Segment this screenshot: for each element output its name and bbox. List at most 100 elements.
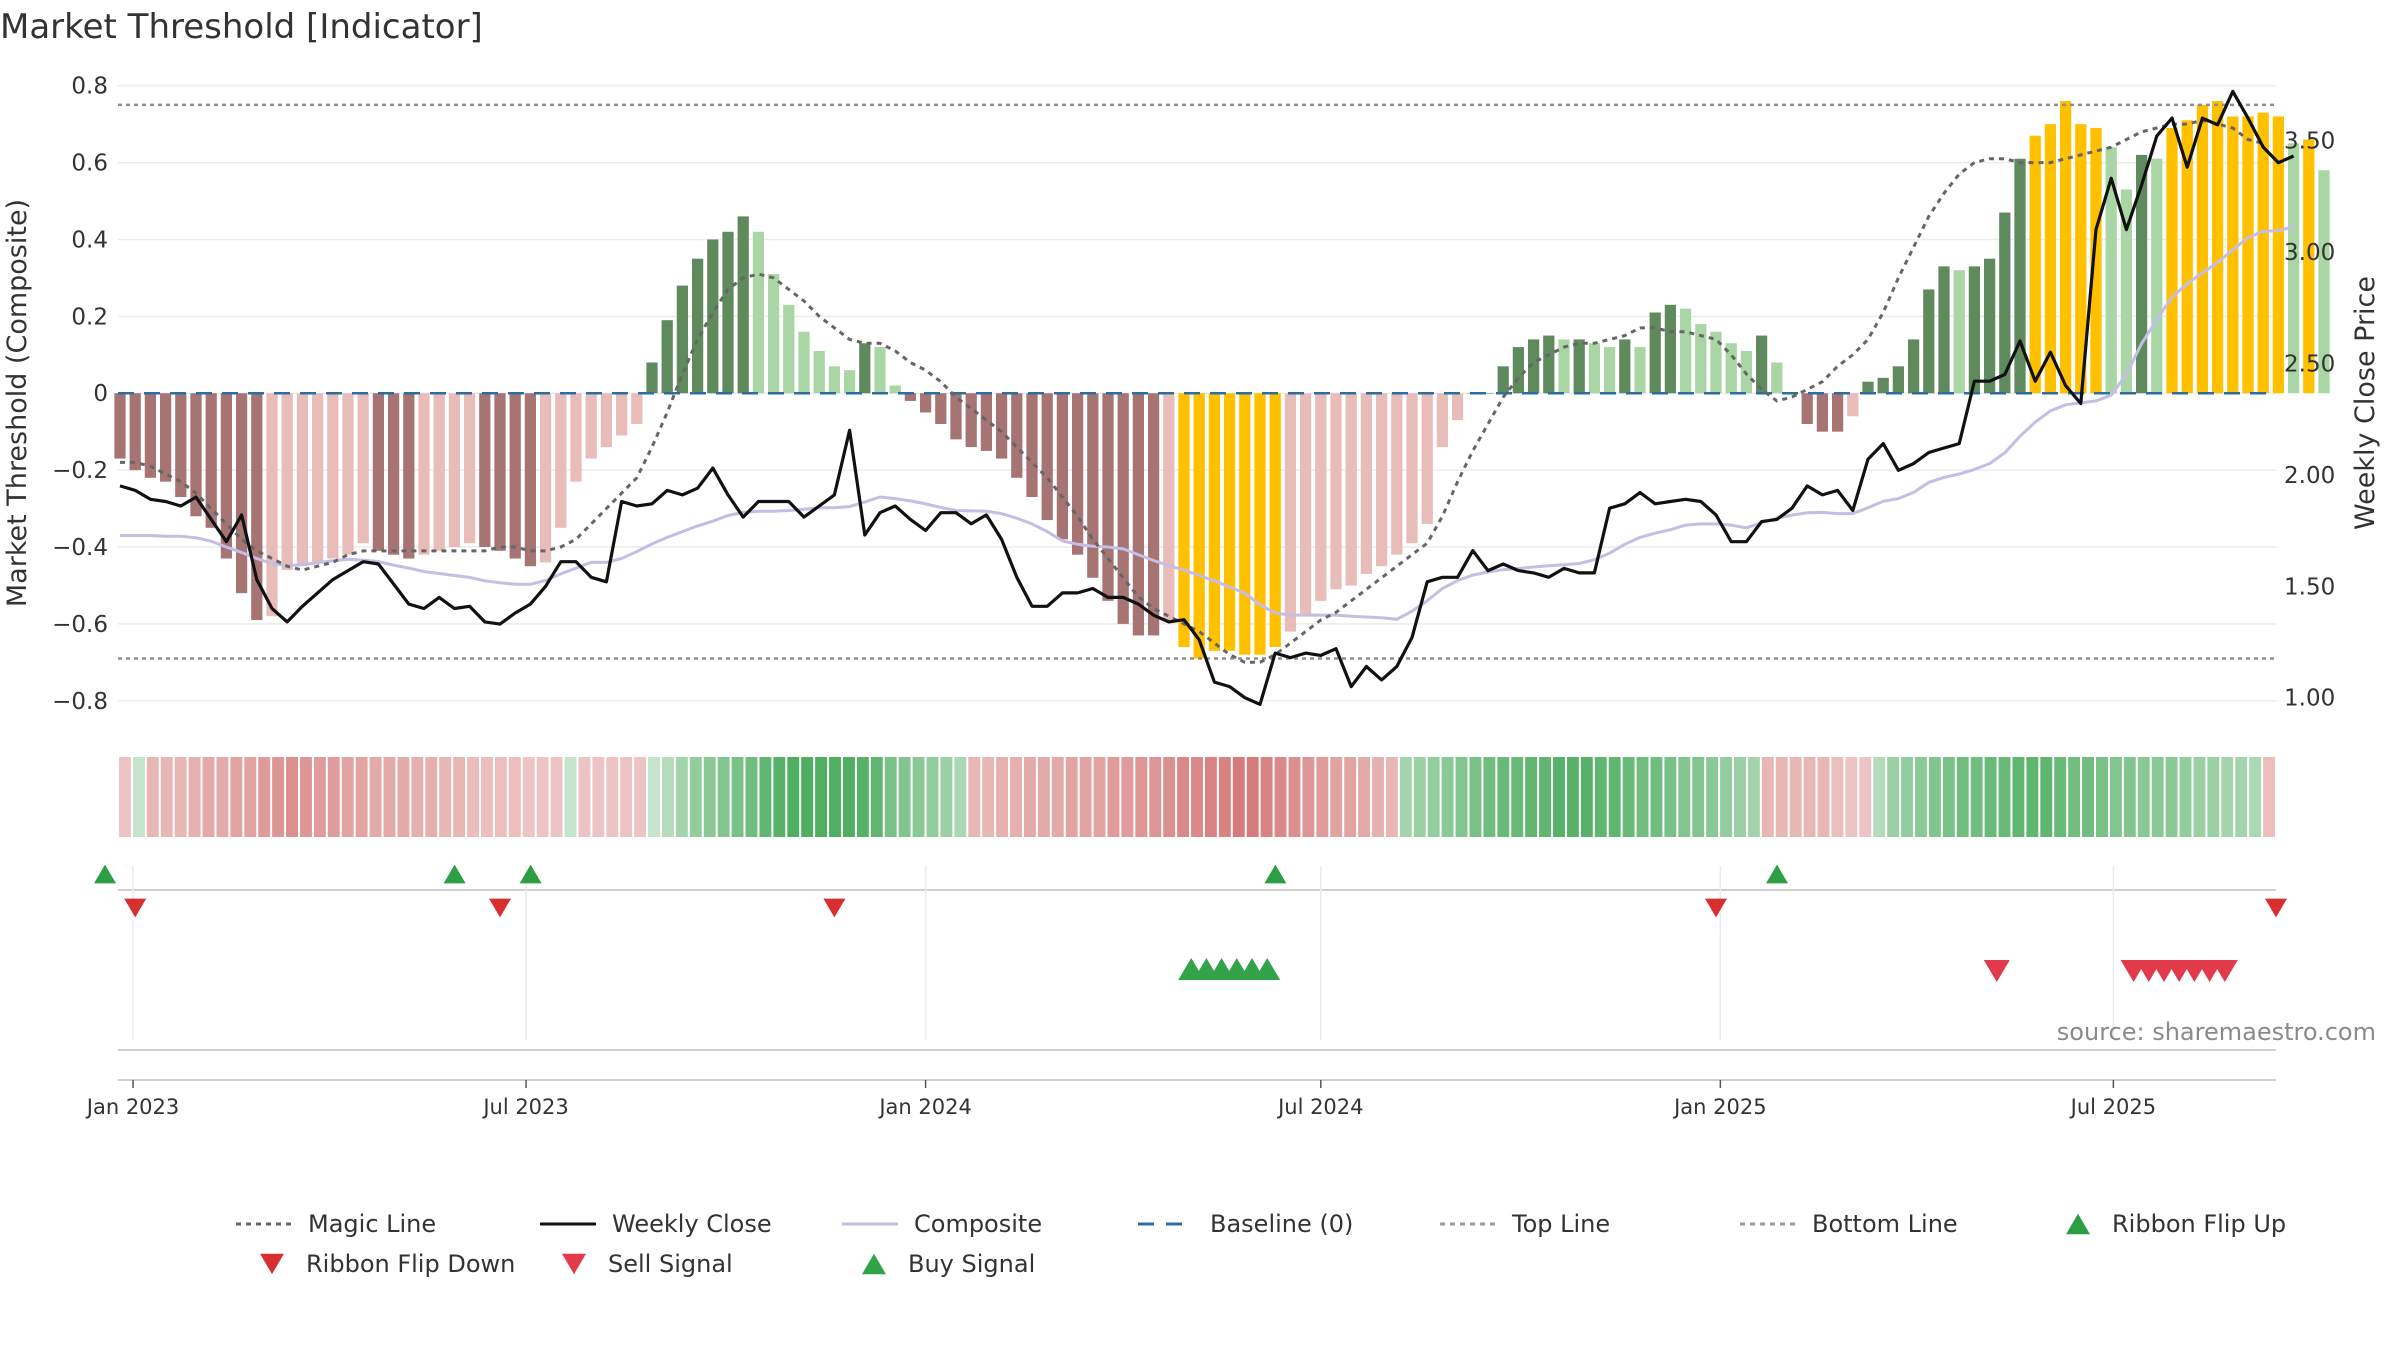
- ribbon-cell: [1664, 757, 1677, 837]
- ribbon-cell: [1302, 757, 1315, 837]
- left-tick-label: 0.8: [71, 74, 108, 100]
- ribbon-cell: [1803, 757, 1816, 837]
- ribbon-flip-down-marker: [124, 898, 147, 918]
- histogram-bar: [1573, 339, 1585, 394]
- left-tick-label: −0.2: [52, 458, 108, 484]
- histogram-bar: [874, 347, 886, 394]
- ribbon-cell: [940, 757, 953, 837]
- ribbon-cell: [1121, 757, 1134, 837]
- ribbon-cell: [675, 757, 688, 837]
- histogram-bar: [281, 393, 293, 571]
- histogram-bar: [144, 393, 157, 478]
- ribbon-cell: [2123, 757, 2136, 837]
- histogram-bar: [1269, 393, 1281, 647]
- ribbon-cell: [1065, 757, 1078, 837]
- right-axis-label: Weekly Close Price: [2350, 276, 2381, 530]
- histogram-bar: [1831, 393, 1844, 432]
- ribbon-cell: [787, 757, 800, 837]
- legend-label: Composite: [914, 1210, 1042, 1238]
- ribbon-cell: [1455, 757, 1468, 837]
- ribbon-cell: [689, 757, 702, 837]
- ribbon-flip-down-marker: [489, 898, 511, 918]
- ribbon-cell: [1204, 757, 1217, 837]
- histogram-bar: [2242, 116, 2254, 394]
- right-tick-label: 3.50: [2284, 128, 2335, 154]
- ribbon-flip-down-marker: [1705, 898, 1727, 918]
- histogram-bar: [2287, 143, 2300, 394]
- ribbon-cell: [174, 757, 187, 837]
- ribbon-cell: [1037, 757, 1050, 837]
- ribbon-flip-up-marker: [519, 864, 542, 884]
- histogram-bar: [2227, 116, 2239, 394]
- ribbon-cell: [2012, 757, 2025, 837]
- histogram-bar: [1436, 393, 1449, 448]
- x-tick-label: Jul 2025: [2069, 1095, 2156, 1119]
- histogram-bar: [403, 393, 415, 559]
- ribbon-cell: [1079, 757, 1092, 837]
- ribbon-cell: [1525, 757, 1538, 837]
- ribbon-cell: [1232, 757, 1245, 837]
- ribbon-cell: [1163, 757, 1176, 837]
- ribbon-cell: [1553, 757, 1565, 837]
- legend-swatch-triangle-down: [562, 1253, 586, 1275]
- histogram-bar: [767, 274, 780, 394]
- ribbon-cell: [2221, 757, 2234, 837]
- sell-signal-marker: [1983, 959, 2010, 983]
- histogram-bar: [813, 350, 825, 394]
- left-axis-ticks: 0.8 0.6 0.4 0.2 0 −0.2 −0.4 −0.6 −0.8: [52, 74, 108, 715]
- histogram-bar: [1026, 393, 1038, 498]
- histogram-bar: [1923, 289, 1935, 394]
- ribbon-cell: [2179, 757, 2192, 837]
- ribbon-cell: [467, 757, 479, 837]
- histogram-bar: [220, 393, 233, 559]
- ribbon-cell: [1566, 757, 1579, 837]
- ribbon-cell: [1372, 757, 1384, 837]
- ribbon-cell: [1692, 757, 1705, 837]
- ribbon-flip-up-marker: [443, 864, 466, 884]
- histogram-bar: [980, 393, 993, 451]
- histogram-bar: [1634, 347, 1646, 394]
- ribbon-flip-up-marker: [94, 864, 116, 884]
- ribbon-cell: [1734, 757, 1746, 837]
- histogram-bar: [661, 320, 673, 394]
- histogram-bar: [2090, 127, 2102, 394]
- histogram-bar: [615, 393, 628, 436]
- sell-signal-marker: [2211, 959, 2238, 983]
- legend-label: Top Line: [1511, 1210, 1610, 1238]
- ribbon-cell: [1344, 757, 1357, 837]
- histogram-bar: [1558, 339, 1570, 394]
- ribbon-cell: [926, 757, 939, 837]
- ribbon-strip: [119, 757, 2275, 837]
- ribbon-cell: [1288, 757, 1301, 837]
- ribbon-cell: [327, 757, 340, 837]
- histogram-bar: [752, 231, 765, 394]
- histogram-bar: [783, 304, 795, 394]
- ribbon-cell: [2249, 757, 2262, 837]
- histogram-bar: [2196, 104, 2209, 394]
- signal-panel-grid: [118, 866, 2276, 1081]
- histogram-bar: [965, 393, 977, 448]
- ribbon-cell: [313, 757, 326, 837]
- ribbon-cell: [982, 757, 995, 837]
- left-tick-label: 0.6: [71, 151, 108, 177]
- ribbon-cell: [1399, 757, 1412, 837]
- legend-label: Ribbon Flip Up: [2112, 1210, 2286, 1238]
- histogram-bar: [1527, 339, 1540, 394]
- ribbon-cell: [1998, 757, 2011, 837]
- histogram-bar: [904, 393, 917, 401]
- histogram-bar: [342, 393, 354, 555]
- ribbon-cell: [954, 757, 967, 837]
- histogram-bar: [1892, 366, 1905, 394]
- histogram-bar: [1117, 393, 1129, 624]
- histogram-bar: [1315, 393, 1327, 601]
- ribbon-cell: [801, 757, 814, 837]
- histogram-bar: [2135, 154, 2148, 394]
- ribbon-cell: [592, 757, 605, 837]
- histogram-bar: [1771, 362, 1783, 394]
- legend: Magic Line Weekly Close Composite Baseline …: [236, 1210, 2286, 1278]
- ribbon-cell: [1539, 757, 1552, 837]
- histogram-bar: [372, 393, 385, 551]
- histogram-bar: [494, 393, 506, 551]
- histogram-bar: [1664, 304, 1677, 394]
- histogram-bar: [1132, 393, 1145, 636]
